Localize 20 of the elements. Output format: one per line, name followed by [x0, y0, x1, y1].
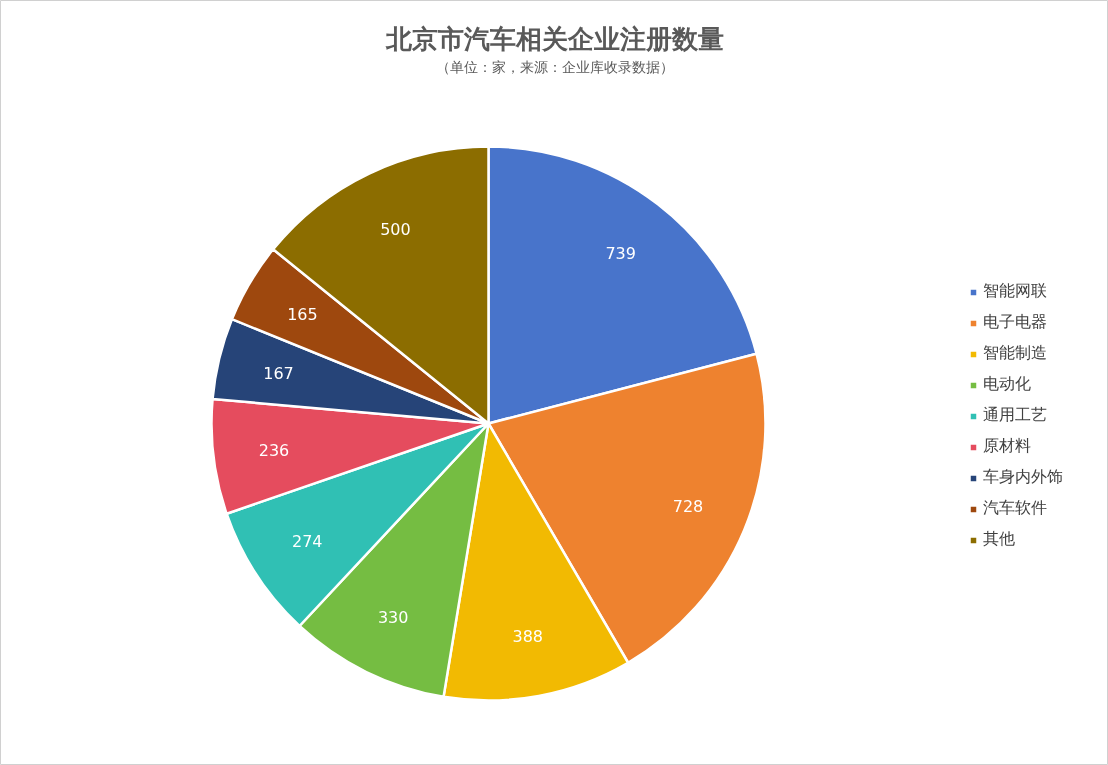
legend-label: 智能制造 [983, 343, 1047, 364]
data-label: 236 [258, 440, 290, 460]
data-label: 274 [292, 532, 323, 552]
chart-title: 北京市汽车相关企业注册数量 [384, 23, 724, 54]
data-label: 167 [263, 363, 294, 383]
legend-label: 电子电器 [983, 312, 1047, 333]
legend-label: 其他 [983, 529, 1015, 550]
data-label: 388 [512, 626, 544, 646]
legend-label: 通用工艺 [983, 405, 1047, 426]
legend-label: 智能网联 [983, 281, 1047, 302]
data-label: 500 [380, 219, 411, 239]
data-label: 739 [605, 243, 636, 263]
data-label: 728 [672, 497, 704, 517]
data-label: 165 [287, 304, 318, 324]
legend-label: 车身内外饰 [983, 467, 1063, 488]
data-label: 330 [377, 608, 409, 628]
chart-subtitle: （单位：家，来源：企业库收录数据） [435, 58, 674, 75]
legend-label: 汽车软件 [983, 498, 1047, 519]
legend-label: 电动化 [983, 374, 1031, 395]
legend-label: 原材料 [983, 436, 1031, 457]
